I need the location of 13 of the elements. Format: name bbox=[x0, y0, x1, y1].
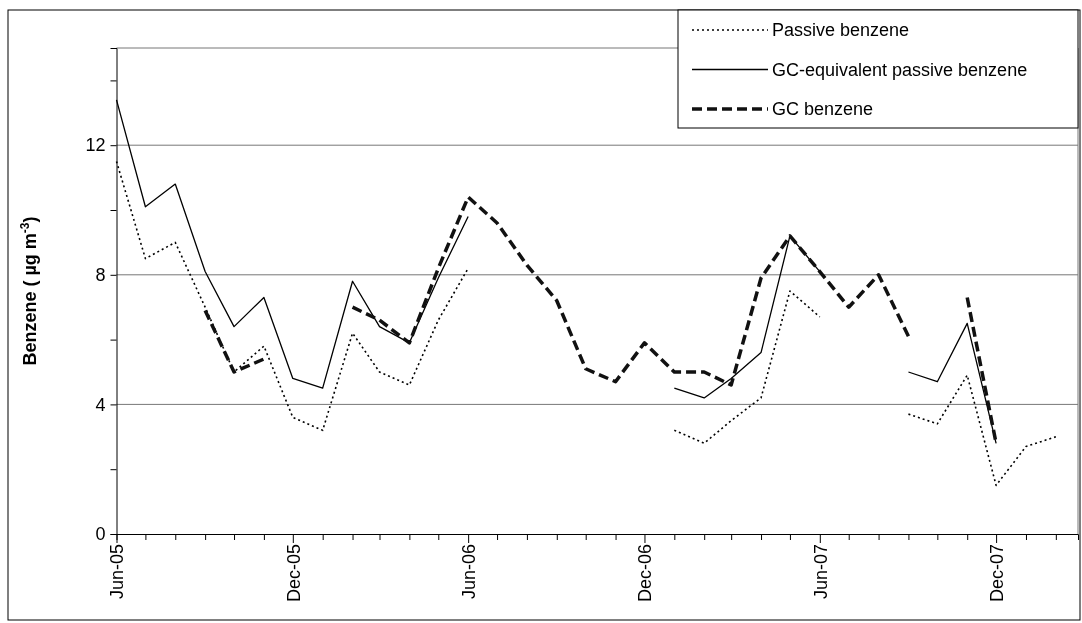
y-tick-label: 8 bbox=[95, 265, 106, 286]
legend-label: GC benzene bbox=[772, 99, 874, 120]
legend-label: GC-equivalent passive benzene bbox=[772, 59, 1028, 80]
y-tick-label: 12 bbox=[85, 135, 106, 156]
x-tick-label: Jun-07 bbox=[810, 544, 831, 600]
legend-label: Passive benzene bbox=[772, 20, 910, 41]
y-tick-label: 0 bbox=[95, 524, 106, 545]
x-tick-label: Jun-05 bbox=[107, 544, 128, 600]
x-tick-label: Dec-06 bbox=[635, 544, 656, 603]
x-tick-label: Dec-05 bbox=[283, 544, 304, 603]
x-tick-label: Jun-06 bbox=[458, 544, 479, 600]
y-tick-label: 4 bbox=[95, 394, 106, 415]
x-tick-label: Dec-07 bbox=[986, 544, 1007, 603]
